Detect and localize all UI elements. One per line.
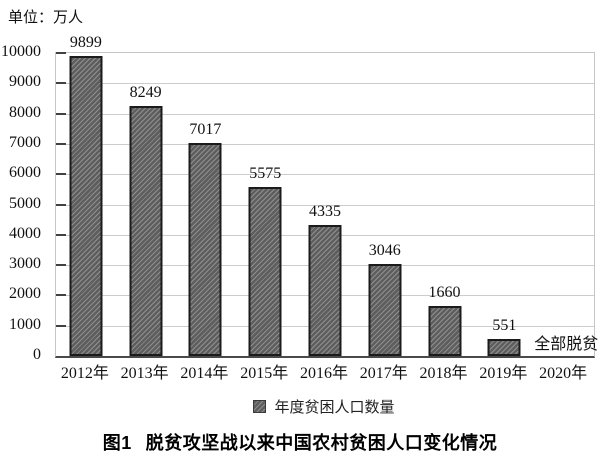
y-axis-label-2000: 2000: [9, 285, 41, 303]
bar-2017年: [368, 263, 402, 356]
bar-slot-2016年: 4335: [295, 53, 355, 356]
plot-area: 9899 8249 7017 5575 4335 3046 1660 551 全部脱贫: [55, 34, 599, 358]
x-axis-label-2012年: 2012年: [60, 365, 109, 382]
bar-2018年: [428, 305, 462, 356]
bar-slot-2018年: 1660: [415, 53, 475, 356]
bar-value-2019年: 551: [492, 317, 517, 335]
bar-2012年: [69, 56, 103, 356]
gridline-7000: [56, 143, 594, 145]
bar-slot-2017年: 3046: [355, 53, 415, 356]
bar-value-2012年: 9899: [69, 34, 102, 52]
y-axis-label-9000: 9000: [9, 73, 41, 91]
x-axis-label-2019年: 2019年: [479, 365, 528, 382]
y-axis-label-0: 0: [33, 346, 41, 363]
x-axis-label-2017年: 2017年: [359, 365, 408, 382]
y-axis-label-5000: 5000: [9, 194, 41, 212]
bar-slot-2012年: 9899: [56, 34, 116, 356]
bar-slot-2019年: 551: [474, 53, 534, 356]
y-axis-label-8000: 8000: [9, 103, 41, 121]
y-axis-label-4000: 4000: [9, 224, 41, 242]
bar-value-2016年: 4335: [308, 202, 341, 220]
annotation-2020年: 全部脱贫: [534, 336, 599, 353]
y-axis-label-7000: 7000: [9, 133, 41, 151]
y-tick-8000: [56, 112, 66, 115]
gridline-5000: [56, 204, 594, 206]
y-tick-10000: [56, 52, 66, 54]
bar-value-2018年: 1660: [428, 283, 461, 301]
legend-hatched-swatch-icon: [253, 400, 267, 413]
bar-value-2013年: 8249: [129, 84, 162, 102]
y-tick-2000: [56, 294, 66, 297]
bar-2013年: [129, 106, 163, 356]
unit-label: 单位：万人: [8, 10, 84, 26]
y-tick-7000: [56, 142, 66, 145]
bar-2015年: [248, 187, 282, 356]
y-axis-labels: 0 1000 2000 3000 4000 5000 6000 7000 8000 9000 100…: [0, 43, 47, 363]
y-axis-label-1000: 1000: [9, 315, 41, 333]
bar-value-2014年: 7017: [189, 121, 222, 139]
y-tick-3000: [56, 264, 66, 267]
y-axis-label-6000: 6000: [9, 164, 41, 182]
legend: 年度贫困人口数量: [55, 396, 593, 417]
bar-slot-2020年: 全部脱贫: [534, 53, 599, 356]
y-axis-label-3000: 3000: [9, 255, 41, 273]
bar-2014年: [188, 143, 222, 356]
gridline-9000: [56, 83, 594, 85]
bar-slot-2013年: 8249: [116, 53, 176, 356]
x-axis-label-2016年: 2016年: [299, 365, 348, 382]
y-axis-label-10000: 10000: [1, 43, 41, 60]
bar-slot-2014年: 7017: [176, 53, 236, 356]
x-axis-label-2015年: 2015年: [240, 365, 289, 382]
y-tick-4000: [56, 233, 66, 236]
x-axis-label-2018年: 2018年: [419, 365, 468, 382]
y-tick-6000: [56, 173, 66, 176]
bar-2019年: [487, 339, 521, 356]
y-tick-1000: [56, 324, 66, 327]
bar-value-2017年: 3046: [368, 241, 401, 259]
y-tick-9000: [56, 82, 66, 85]
x-axis-label-2014年: 2014年: [180, 365, 229, 382]
legend-label: 年度贫困人口数量: [274, 400, 395, 416]
figure-caption: 图1 脱贫攻坚战以来中国农村贫困人口变化情况: [0, 429, 600, 455]
gridline-8000: [56, 113, 594, 115]
bar-slot-2015年: 5575: [235, 53, 295, 356]
x-axis-labels: 2012年 2013年 2014年 2015年 2016年 2017年 2018年 2019年…: [55, 359, 593, 382]
figure-caption-title: 脱贫攻坚战以来中国农村贫困人口变化情况: [145, 433, 498, 453]
x-axis-label-2013年: 2013年: [120, 365, 169, 382]
figure-caption-number: 图1: [102, 433, 132, 453]
bar-2016年: [308, 224, 342, 356]
gridline-6000: [56, 174, 594, 176]
x-axis-label-2020年: 2020年: [539, 365, 588, 382]
bar-value-2015年: 5575: [249, 165, 282, 183]
y-tick-5000: [56, 203, 66, 206]
